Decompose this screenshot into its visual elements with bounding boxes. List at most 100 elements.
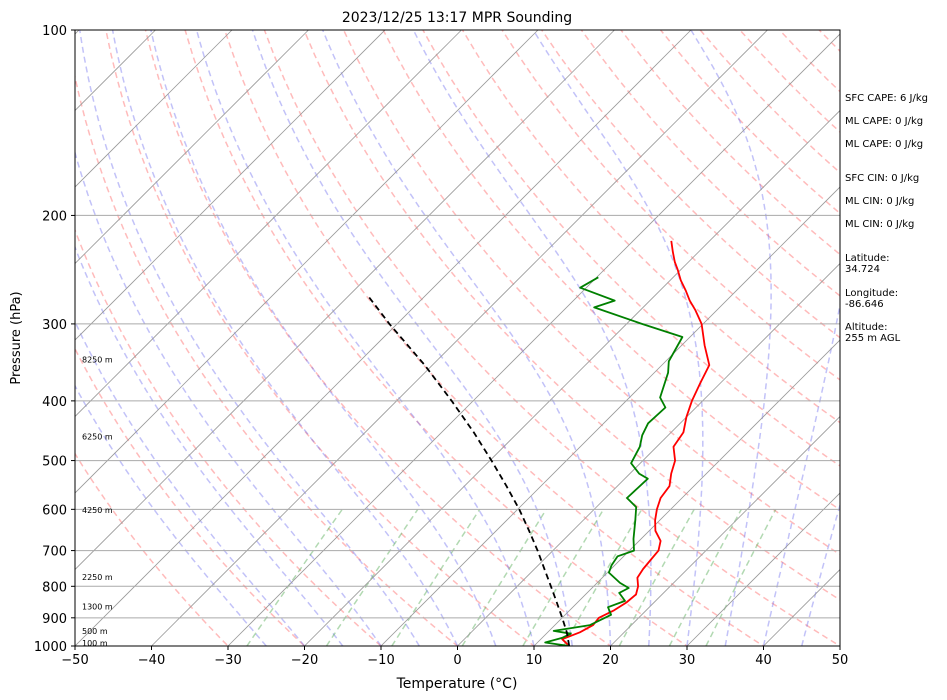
isotherm — [75, 30, 233, 188]
x-tick-label: 50 — [832, 653, 849, 668]
ml-cin-text: ML CIN: 0 J/kg — [845, 196, 915, 207]
isotherm — [380, 186, 840, 646]
mixing-ratio-line — [668, 508, 742, 646]
height-labels: 100 m 500 m 1300 m 2250 m 4250 m 6250 m 8250 m — [82, 356, 113, 648]
y-tick-label: 1000 — [34, 640, 67, 655]
dry-adiabat — [382, 30, 840, 511]
dry-adiabat — [75, 347, 306, 646]
dry-adiabat — [263, 30, 840, 646]
isotherm — [75, 30, 462, 418]
height-label: 6250 m — [82, 433, 113, 442]
moist-adiabat — [412, 30, 652, 646]
sfc-cin-text: SFC CIN: 0 J/kg — [845, 173, 920, 184]
isotherm — [533, 339, 840, 646]
dry-adiabat — [461, 30, 840, 424]
moist-adiabat — [150, 30, 497, 646]
moist-adiabat — [78, 30, 420, 646]
parcel-profile — [367, 295, 571, 646]
isotherm — [75, 30, 309, 265]
ml-cape-text-2: ML CAPE: 0 J/kg — [845, 139, 924, 150]
x-axis-label: Temperature (°C) — [396, 676, 518, 692]
x-tick-label: −40 — [138, 653, 165, 668]
x-axis-ticks: −50 −40 −30 −20 −10 0 10 20 30 40 50 — [61, 646, 848, 668]
height-label: 500 m — [82, 627, 108, 636]
moist-adiabat — [75, 150, 382, 646]
plot-frame — [74, 29, 841, 647]
height-label: 8250 m — [82, 356, 113, 365]
dry-adiabat — [223, 30, 765, 646]
sounding-profiles — [367, 240, 711, 646]
background-lines — [0, 30, 840, 646]
x-tick-label: −30 — [214, 653, 241, 668]
dry-adiabat — [144, 30, 612, 646]
moist-adiabat — [801, 502, 840, 646]
dry-adiabat — [303, 30, 840, 601]
pressure-gridlines — [75, 30, 840, 646]
moist-adiabat — [762, 301, 840, 646]
moist-adiabat — [251, 30, 574, 646]
moist-adiabat — [195, 30, 535, 646]
y-tick-label: 300 — [42, 318, 67, 333]
y-tick-label: 500 — [42, 455, 67, 470]
altitude-value: 255 m AGL — [845, 333, 901, 344]
y-tick-label: 100 — [42, 24, 67, 39]
x-tick-label: −50 — [61, 653, 88, 668]
isotherm — [75, 30, 615, 571]
moist-adiabat — [690, 30, 772, 646]
height-label: 100 m — [82, 639, 108, 648]
height-label: 2250 m — [82, 573, 113, 582]
x-tick-label: 0 — [453, 653, 461, 668]
isotherm — [75, 30, 692, 646]
x-tick-label: 30 — [679, 653, 696, 668]
x-tick-label: 10 — [526, 653, 543, 668]
y-tick-label: 200 — [42, 209, 67, 224]
isotherm — [610, 415, 840, 646]
isotherm — [227, 33, 840, 646]
isotherm — [0, 30, 3, 646]
ml-cin-text-2: ML CIN: 0 J/kg — [845, 219, 915, 230]
mixing-ratio-line — [461, 508, 547, 646]
longitude-value: -86.646 — [845, 299, 884, 310]
dry-adiabat — [105, 30, 536, 646]
y-tick-label: 800 — [42, 580, 67, 595]
x-tick-label: 20 — [602, 653, 619, 668]
y-axis-label: Pressure (hPa) — [9, 291, 24, 384]
dry-adiabat — [184, 30, 689, 646]
x-tick-label: −20 — [291, 653, 318, 668]
dry-adiabat — [75, 452, 230, 646]
y-tick-label: 700 — [42, 545, 67, 560]
isotherm — [457, 262, 840, 646]
sfc-cape-text: SFC CAPE: 6 J/kg — [845, 93, 928, 104]
height-label: 1300 m — [82, 602, 113, 611]
y-axis-ticks: 1000 900 800 700 600 500 400 300 200 100 — [34, 24, 75, 655]
mixing-ratio-line — [246, 508, 343, 646]
temperature-profile — [561, 240, 711, 646]
dewpoint-profile — [544, 276, 684, 646]
y-tick-label: 900 — [42, 612, 67, 627]
dry-adiabat — [501, 30, 840, 381]
altitude-label: Altitude: — [845, 322, 888, 333]
isotherm — [151, 30, 768, 646]
dry-adiabat — [422, 30, 840, 467]
height-label: 4250 m — [82, 506, 113, 515]
longitude-label: Longitude: — [845, 288, 899, 299]
mixing-ratio-line — [705, 508, 777, 646]
isotherm — [304, 109, 840, 646]
y-tick-label: 400 — [42, 395, 67, 410]
moist-adiabat — [75, 245, 344, 646]
moist-adiabat — [322, 30, 612, 646]
isotherm — [75, 30, 386, 341]
latitude-label: Latitude: — [845, 253, 890, 264]
mixing-ratio-line — [522, 508, 605, 646]
chart-title: 2023/12/25 13:17 MPR Sounding — [342, 10, 572, 26]
ml-cape-text: ML CAPE: 0 J/kg — [845, 116, 924, 127]
dry-adiabat — [75, 73, 459, 646]
moist-adiabat — [75, 384, 267, 646]
dry-adiabat — [75, 228, 383, 646]
moist-adiabat — [532, 30, 704, 646]
x-tick-label: 40 — [755, 653, 772, 668]
isotherm — [75, 30, 539, 494]
x-tick-label: −10 — [367, 653, 394, 668]
isotherm — [686, 492, 840, 646]
